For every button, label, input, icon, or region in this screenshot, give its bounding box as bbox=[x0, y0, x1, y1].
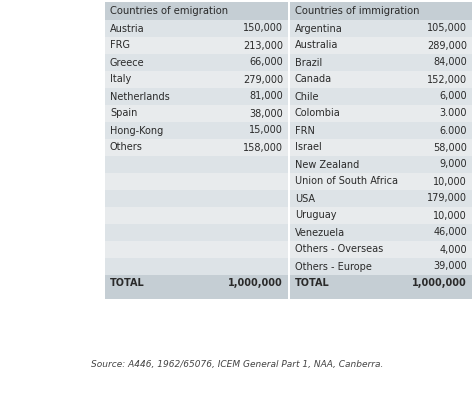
Text: 10,000: 10,000 bbox=[433, 177, 467, 187]
Bar bbox=[105, 20, 288, 37]
Text: 46,000: 46,000 bbox=[433, 227, 467, 237]
Text: 6,000: 6,000 bbox=[439, 91, 467, 102]
Text: Hong-Kong: Hong-Kong bbox=[110, 125, 163, 135]
Bar bbox=[290, 190, 472, 207]
Text: 158,000: 158,000 bbox=[243, 143, 283, 152]
Bar bbox=[105, 122, 288, 139]
Text: 81,000: 81,000 bbox=[249, 91, 283, 102]
Bar bbox=[105, 173, 288, 190]
Text: Argentina: Argentina bbox=[295, 23, 343, 33]
Bar bbox=[105, 275, 288, 292]
Bar bbox=[105, 37, 288, 54]
Bar bbox=[290, 37, 472, 54]
Bar bbox=[290, 292, 472, 299]
Text: 10,000: 10,000 bbox=[433, 210, 467, 220]
Bar bbox=[290, 88, 472, 105]
Text: FRN: FRN bbox=[295, 125, 315, 135]
Text: USA: USA bbox=[295, 193, 315, 204]
Text: Italy: Italy bbox=[110, 75, 131, 85]
Bar bbox=[105, 258, 288, 275]
Bar bbox=[105, 156, 288, 173]
Text: Countries of emigration: Countries of emigration bbox=[110, 6, 228, 16]
Text: 213,000: 213,000 bbox=[243, 40, 283, 50]
Text: 4,000: 4,000 bbox=[439, 245, 467, 254]
Text: 66,000: 66,000 bbox=[249, 58, 283, 67]
Text: Colombia: Colombia bbox=[295, 108, 341, 118]
Text: 105,000: 105,000 bbox=[427, 23, 467, 33]
Text: Austria: Austria bbox=[110, 23, 145, 33]
Text: 15,000: 15,000 bbox=[249, 125, 283, 135]
Text: TOTAL: TOTAL bbox=[295, 279, 330, 289]
Bar bbox=[290, 122, 472, 139]
Text: 84,000: 84,000 bbox=[433, 58, 467, 67]
Text: Australia: Australia bbox=[295, 40, 338, 50]
Text: FRG: FRG bbox=[110, 40, 130, 50]
Text: 179,000: 179,000 bbox=[427, 193, 467, 204]
Bar bbox=[105, 88, 288, 105]
Text: Brazil: Brazil bbox=[295, 58, 322, 67]
Bar bbox=[290, 224, 472, 241]
Text: New Zealand: New Zealand bbox=[295, 160, 359, 170]
Bar bbox=[290, 258, 472, 275]
Bar bbox=[105, 224, 288, 241]
Bar bbox=[105, 54, 288, 71]
Bar bbox=[290, 54, 472, 71]
Text: 39,000: 39,000 bbox=[433, 262, 467, 272]
Bar bbox=[290, 105, 472, 122]
Bar bbox=[105, 139, 288, 156]
Text: Venezuela: Venezuela bbox=[295, 227, 345, 237]
Bar bbox=[290, 173, 472, 190]
Text: Spain: Spain bbox=[110, 108, 137, 118]
Text: 150,000: 150,000 bbox=[243, 23, 283, 33]
Text: 58,000: 58,000 bbox=[433, 143, 467, 152]
Bar bbox=[290, 139, 472, 156]
Bar bbox=[105, 190, 288, 207]
Text: Uruguay: Uruguay bbox=[295, 210, 337, 220]
Text: 3.000: 3.000 bbox=[439, 108, 467, 118]
Bar bbox=[105, 2, 288, 20]
Bar bbox=[290, 71, 472, 88]
Text: Others - Overseas: Others - Overseas bbox=[295, 245, 383, 254]
Text: Israel: Israel bbox=[295, 143, 322, 152]
Text: 279,000: 279,000 bbox=[243, 75, 283, 85]
Bar bbox=[290, 207, 472, 224]
Text: Chile: Chile bbox=[295, 91, 319, 102]
Text: TOTAL: TOTAL bbox=[110, 279, 145, 289]
Text: Source: A446, 1962/65076, ICEM General Part 1, NAA, Canberra.: Source: A446, 1962/65076, ICEM General P… bbox=[91, 360, 383, 369]
Text: Greece: Greece bbox=[110, 58, 145, 67]
Text: 38,000: 38,000 bbox=[249, 108, 283, 118]
Text: 1,000,000: 1,000,000 bbox=[228, 279, 283, 289]
Text: Canada: Canada bbox=[295, 75, 332, 85]
Bar bbox=[105, 292, 288, 299]
Bar bbox=[290, 241, 472, 258]
Text: Union of South Africa: Union of South Africa bbox=[295, 177, 398, 187]
Bar bbox=[290, 156, 472, 173]
Text: Netherlands: Netherlands bbox=[110, 91, 170, 102]
Bar bbox=[105, 71, 288, 88]
Text: 289,000: 289,000 bbox=[427, 40, 467, 50]
Bar bbox=[290, 275, 472, 292]
Text: 6.000: 6.000 bbox=[439, 125, 467, 135]
Text: Others - Europe: Others - Europe bbox=[295, 262, 372, 272]
Bar bbox=[105, 207, 288, 224]
Text: Others: Others bbox=[110, 143, 143, 152]
Bar bbox=[290, 2, 472, 20]
Text: 9,000: 9,000 bbox=[439, 160, 467, 170]
Text: 152,000: 152,000 bbox=[427, 75, 467, 85]
Text: Countries of immigration: Countries of immigration bbox=[295, 6, 419, 16]
Text: 1,000,000: 1,000,000 bbox=[412, 279, 467, 289]
Bar bbox=[290, 20, 472, 37]
Bar bbox=[105, 105, 288, 122]
Bar bbox=[105, 241, 288, 258]
